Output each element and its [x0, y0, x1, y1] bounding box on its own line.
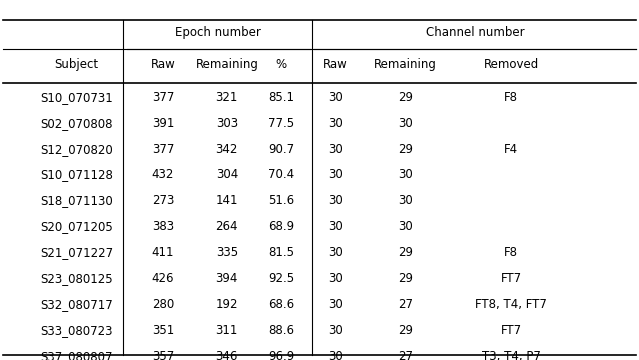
Text: 273: 273: [151, 194, 174, 207]
Text: 27: 27: [398, 298, 413, 311]
Text: 377: 377: [151, 143, 174, 156]
Text: 30: 30: [398, 168, 413, 181]
Text: T3, T4, P7: T3, T4, P7: [482, 350, 541, 360]
Text: 29: 29: [398, 91, 413, 104]
Text: FT7: FT7: [500, 272, 522, 285]
Text: 30: 30: [398, 220, 413, 233]
Text: 383: 383: [152, 220, 174, 233]
Text: Channel number: Channel number: [426, 26, 525, 39]
Text: S12_070820: S12_070820: [40, 143, 113, 156]
Text: 30: 30: [328, 350, 343, 360]
Text: 304: 304: [216, 168, 238, 181]
Text: 90.7: 90.7: [268, 143, 294, 156]
Text: 335: 335: [216, 246, 238, 259]
Text: S10_070731: S10_070731: [40, 91, 113, 104]
Text: S21_071227: S21_071227: [40, 246, 113, 259]
Text: S32_080717: S32_080717: [40, 298, 113, 311]
Text: 29: 29: [398, 246, 413, 259]
Text: 342: 342: [215, 143, 238, 156]
Text: Remaining: Remaining: [196, 58, 258, 71]
Text: S02_070808: S02_070808: [40, 117, 113, 130]
Text: Raw: Raw: [323, 58, 348, 71]
Text: S37_080807: S37_080807: [40, 350, 113, 360]
Text: 51.6: 51.6: [268, 194, 294, 207]
Text: S18_071130: S18_071130: [40, 194, 113, 207]
Text: 351: 351: [152, 324, 174, 337]
Text: F8: F8: [504, 246, 518, 259]
Text: S33_080723: S33_080723: [40, 324, 113, 337]
Text: 141: 141: [215, 194, 238, 207]
Text: 70.4: 70.4: [268, 168, 294, 181]
Text: %: %: [275, 58, 287, 71]
Text: 30: 30: [328, 324, 343, 337]
Text: Remaining: Remaining: [374, 58, 437, 71]
Text: 30: 30: [398, 117, 413, 130]
Text: 30: 30: [398, 194, 413, 207]
Text: F8: F8: [504, 91, 518, 104]
Text: 27: 27: [398, 350, 413, 360]
Text: S23_080125: S23_080125: [40, 272, 113, 285]
Text: 92.5: 92.5: [268, 272, 294, 285]
Text: Raw: Raw: [151, 58, 175, 71]
Text: 394: 394: [215, 272, 238, 285]
Text: 30: 30: [328, 168, 343, 181]
Text: 377: 377: [151, 91, 174, 104]
Text: 29: 29: [398, 272, 413, 285]
Text: S10_071128: S10_071128: [40, 168, 113, 181]
Text: 96.9: 96.9: [268, 350, 295, 360]
Text: 280: 280: [152, 298, 174, 311]
Text: 30: 30: [328, 246, 343, 259]
Text: 30: 30: [328, 117, 343, 130]
Text: 426: 426: [151, 272, 174, 285]
Text: FT8, T4, FT7: FT8, T4, FT7: [475, 298, 547, 311]
Text: Subject: Subject: [54, 58, 99, 71]
Text: 85.1: 85.1: [268, 91, 294, 104]
Text: 30: 30: [328, 272, 343, 285]
Text: 391: 391: [151, 117, 174, 130]
Text: S20_071205: S20_071205: [40, 220, 113, 233]
Text: 264: 264: [215, 220, 238, 233]
Text: 88.6: 88.6: [268, 324, 294, 337]
Text: 30: 30: [328, 298, 343, 311]
Text: 311: 311: [215, 324, 238, 337]
Text: Removed: Removed: [484, 58, 539, 71]
Text: 432: 432: [151, 168, 174, 181]
Text: 68.9: 68.9: [268, 220, 294, 233]
Text: 30: 30: [328, 91, 343, 104]
Text: F4: F4: [504, 143, 518, 156]
Text: 29: 29: [398, 324, 413, 337]
Text: 411: 411: [151, 246, 174, 259]
Text: 30: 30: [328, 194, 343, 207]
Text: 321: 321: [215, 91, 238, 104]
Text: 77.5: 77.5: [268, 117, 294, 130]
Text: 30: 30: [328, 143, 343, 156]
Text: 357: 357: [152, 350, 174, 360]
Text: 81.5: 81.5: [268, 246, 294, 259]
Text: 346: 346: [215, 350, 238, 360]
Text: FT7: FT7: [500, 324, 522, 337]
Text: 303: 303: [216, 117, 238, 130]
Text: 29: 29: [398, 143, 413, 156]
Text: 68.6: 68.6: [268, 298, 294, 311]
Text: 30: 30: [328, 220, 343, 233]
Text: 192: 192: [215, 298, 238, 311]
Text: Epoch number: Epoch number: [175, 26, 261, 39]
